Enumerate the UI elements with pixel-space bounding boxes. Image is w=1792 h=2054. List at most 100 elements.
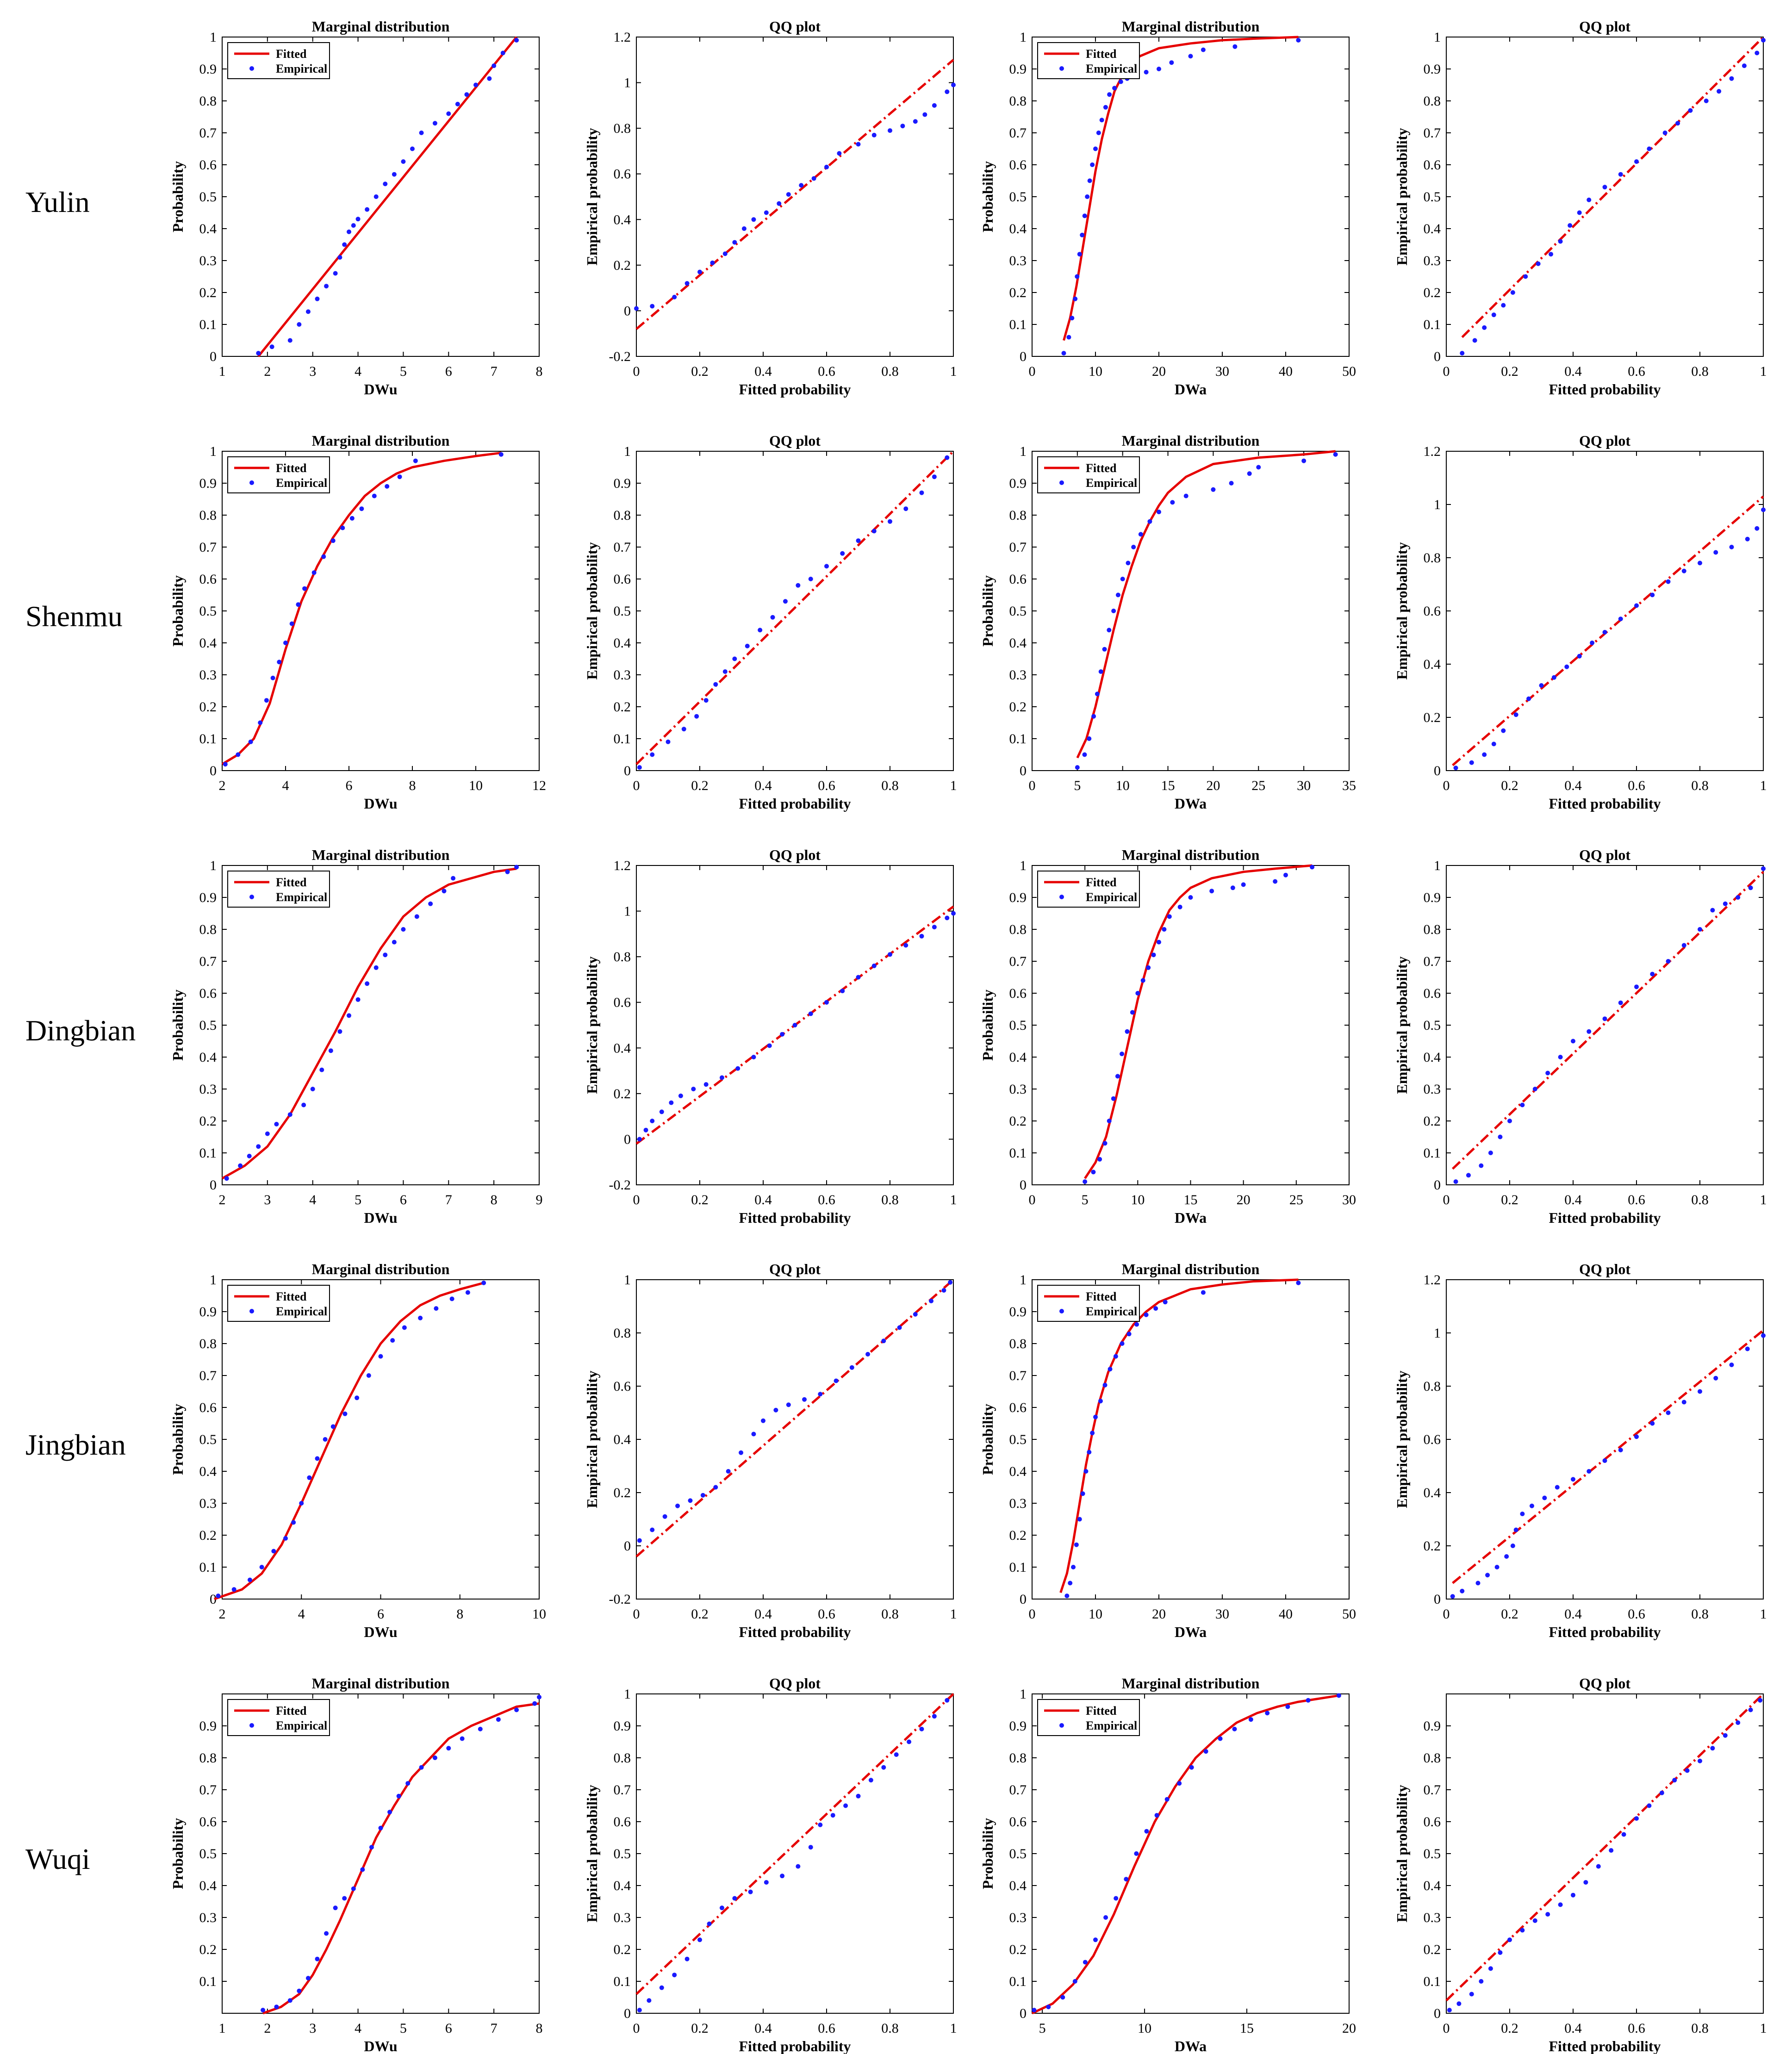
empirical-point — [1681, 943, 1686, 948]
y-tick-label: 0.8 — [1424, 93, 1441, 109]
x-tick-label: 1 — [1760, 2021, 1767, 2036]
x-axis-label: Fitted probability — [1549, 381, 1661, 398]
empirical-point — [903, 943, 908, 948]
x-axis-label: DWa — [1175, 1624, 1207, 1640]
empirical-point — [897, 1325, 902, 1330]
empirical-point — [434, 1306, 439, 1311]
empirical-point — [347, 229, 351, 234]
x-tick-label: 1 — [950, 1606, 957, 1622]
axes-box — [1032, 1279, 1350, 1600]
empirical-point — [770, 615, 775, 620]
empirical-point — [773, 1407, 778, 1413]
empirical-point — [1479, 1979, 1484, 1984]
x-tick-label: 6 — [400, 1192, 407, 1208]
y-tick-label: 0.1 — [1009, 1974, 1027, 1989]
empirical-point — [1539, 683, 1544, 688]
y-tick-label: 0.6 — [614, 572, 631, 587]
empirical-point — [1169, 60, 1174, 65]
x-tick-label: 2 — [219, 1606, 226, 1622]
x-tick-label: 3 — [309, 364, 316, 379]
empirical-point — [419, 131, 424, 135]
empirical-point — [894, 1752, 899, 1757]
x-tick-label: 4 — [355, 2021, 361, 2036]
legend-box — [227, 42, 330, 79]
row-label-shenmu: Shenmu — [25, 600, 123, 633]
fitted-line — [1452, 1329, 1764, 1584]
empirical-point — [1083, 1469, 1089, 1474]
y-tick-label: 0.9 — [199, 1718, 217, 1734]
empirical-point — [1456, 2001, 1462, 2006]
legend-empirical-label: Empirical — [1086, 1719, 1137, 1732]
empirical-point — [907, 1739, 912, 1744]
empirical-point — [274, 2004, 279, 2010]
y-tick-label: 0.4 — [1424, 657, 1441, 672]
empirical-point — [666, 739, 671, 744]
empirical-point — [1602, 1016, 1607, 1021]
empirical-point — [830, 1813, 835, 1818]
empirical-point — [783, 599, 788, 604]
empirical-point — [1301, 458, 1307, 463]
empirical-point — [401, 927, 406, 932]
empirical-point — [324, 1931, 329, 1936]
x-tick-label: 10 — [1131, 1192, 1145, 1208]
y-tick-label: 0.1 — [199, 1145, 217, 1161]
x-tick-label: 8 — [456, 1606, 463, 1622]
empirical-point — [824, 564, 829, 569]
fitted-line — [1084, 864, 1313, 1179]
y-tick-label: 1.2 — [1424, 1272, 1441, 1288]
x-tick-label: 0 — [633, 364, 640, 379]
y-tick-label: 0 — [1020, 1592, 1027, 1607]
chart-jingbian-3: 0 10 20 30 40 50 0 0.1 0.2 0.3 0.4 0.5 0.6 0.7 0.8 0.9 1… — [979, 1261, 1356, 1640]
empirical-point — [1596, 1864, 1601, 1869]
x-tick-label: 30 — [1342, 1192, 1356, 1208]
empirical-point — [1188, 895, 1193, 900]
empirical-point — [697, 1937, 702, 1942]
empirical-point — [1494, 1565, 1500, 1569]
legend-fitted-label: Fitted — [276, 876, 307, 889]
empirical-point — [1647, 1803, 1652, 1808]
x-tick-label: 20 — [1152, 364, 1166, 379]
y-tick-label: 0.8 — [199, 508, 217, 523]
chart-wuqi-1: 1 2 3 4 5 6 7 8 0.1 0.2 0.3 0.4 0.5 0.6 0.7 0.8 0.9 Margi… — [169, 1675, 543, 2054]
empirical-point — [1151, 952, 1156, 958]
y-tick-label: 0.8 — [1424, 550, 1441, 566]
empirical-point — [365, 207, 370, 212]
x-tick-label: 0.4 — [754, 1606, 772, 1622]
empirical-point — [1510, 1544, 1515, 1548]
empirical-point — [1681, 568, 1686, 573]
legend-empirical-label: Empirical — [276, 62, 327, 75]
y-tick-label: 0.3 — [1009, 667, 1027, 683]
x-tick-label: 0 — [1029, 1606, 1036, 1622]
empirical-point — [849, 1365, 854, 1370]
empirical-point — [378, 1354, 383, 1359]
empirical-point — [1126, 560, 1131, 566]
empirical-point — [301, 1102, 306, 1108]
empirical-point — [780, 1032, 785, 1037]
empirical-point — [337, 1029, 342, 1034]
axes-box — [1446, 1279, 1764, 1600]
x-tick-label: 15 — [1240, 2021, 1254, 2036]
empirical-point — [1472, 338, 1477, 343]
y-tick-label: 0.7 — [1009, 1368, 1027, 1383]
empirical-point — [373, 194, 379, 199]
empirical-point — [659, 1985, 664, 1990]
empirical-point — [323, 1437, 328, 1442]
legend-empirical-swatch — [249, 480, 254, 485]
empirical-point — [840, 989, 845, 994]
x-tick-label: 1 — [1760, 1606, 1767, 1622]
empirical-point — [1093, 146, 1098, 151]
x-tick-label: 1 — [950, 778, 957, 793]
y-tick-label: 0.4 — [614, 635, 631, 651]
x-tick-label: 50 — [1342, 364, 1356, 379]
empirical-point — [1758, 1698, 1763, 1703]
x-tick-label: 1 — [1760, 1192, 1767, 1208]
empirical-point — [1083, 1179, 1088, 1184]
empirical-point — [330, 538, 336, 543]
empirical-point — [236, 752, 241, 757]
empirical-point — [1755, 50, 1760, 56]
legend-empirical-swatch — [249, 1723, 254, 1728]
y-tick-label: 0.7 — [614, 1782, 631, 1798]
chart-title: QQ plot — [1579, 432, 1630, 449]
empirical-point — [248, 739, 253, 744]
empirical-point — [315, 1956, 320, 1961]
